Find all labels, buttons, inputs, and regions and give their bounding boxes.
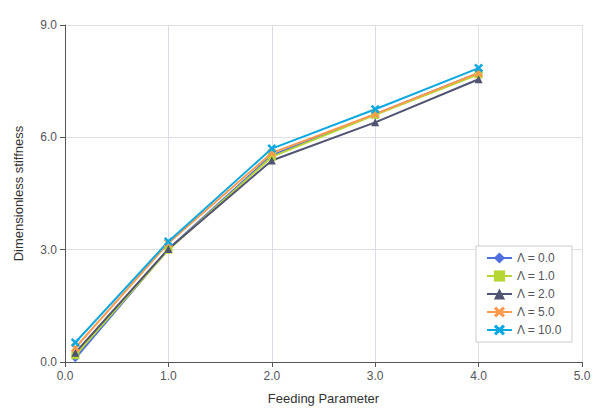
svg-text:0.0: 0.0 — [40, 355, 57, 369]
svg-text:9.0: 9.0 — [40, 18, 57, 32]
svg-text:4.0: 4.0 — [470, 369, 487, 383]
svg-text:2.0: 2.0 — [263, 369, 280, 383]
svg-text:1.0: 1.0 — [160, 369, 177, 383]
svg-text:Λ = 5.0: Λ = 5.0 — [517, 305, 555, 319]
svg-text:Λ = 2.0: Λ = 2.0 — [517, 287, 555, 301]
svg-text:Λ = 0.0: Λ = 0.0 — [517, 251, 555, 265]
svg-text:Λ = 1.0: Λ = 1.0 — [517, 269, 555, 283]
svg-text:Λ = 10.0: Λ = 10.0 — [517, 323, 562, 337]
svg-text:6.0: 6.0 — [40, 130, 57, 144]
svg-text:3.0: 3.0 — [367, 369, 384, 383]
svg-text:Feeding Parameter: Feeding Parameter — [268, 391, 380, 406]
svg-text:5.0: 5.0 — [574, 369, 591, 383]
svg-text:0.0: 0.0 — [57, 369, 74, 383]
svg-text:3.0: 3.0 — [40, 243, 57, 257]
svg-text:Dimensionless stiffness: Dimensionless stiffness — [11, 125, 26, 261]
